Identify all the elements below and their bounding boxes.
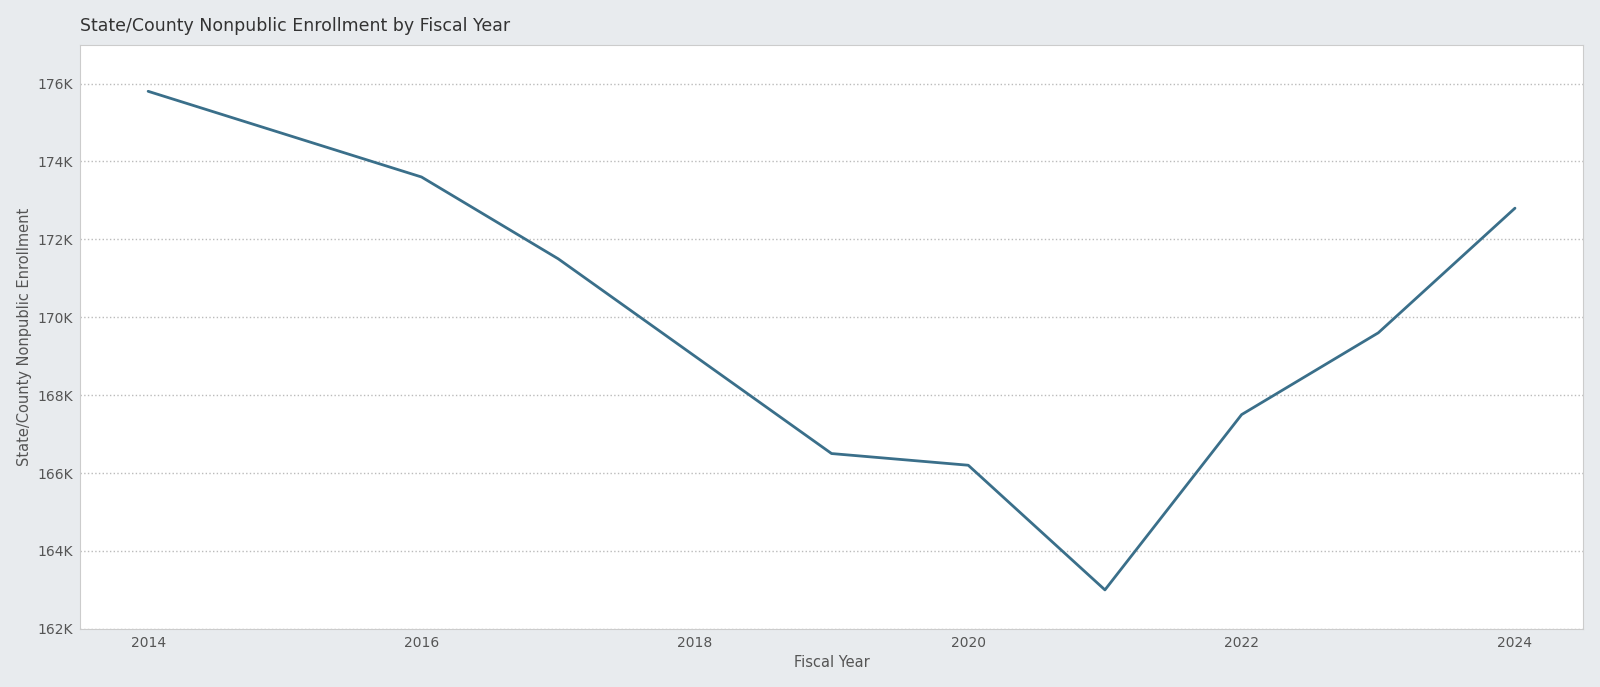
Text: State/County Nonpublic Enrollment by Fiscal Year: State/County Nonpublic Enrollment by Fis… <box>80 16 510 34</box>
X-axis label: Fiscal Year: Fiscal Year <box>794 655 869 671</box>
Y-axis label: State/County Nonpublic Enrollment: State/County Nonpublic Enrollment <box>16 207 32 466</box>
